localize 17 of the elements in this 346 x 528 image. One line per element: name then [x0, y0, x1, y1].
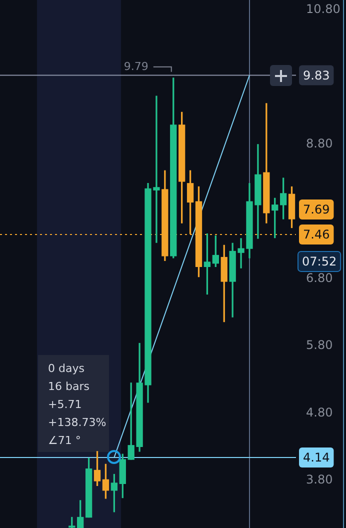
annotation: 0 days — [48, 362, 85, 375]
y-tick-label: 5.80 — [306, 338, 333, 352]
text: 7.69 — [303, 202, 330, 217]
ref-line-label: 4.14 — [303, 450, 330, 465]
y-tick-label: 8.80 — [306, 136, 333, 151]
annotation: +138.73% — [48, 416, 106, 429]
annotation: 16 bars — [48, 380, 90, 393]
ref-line-label: 7.46 — [303, 228, 330, 242]
ref-line-label: 9.83 — [303, 68, 330, 82]
annotation: +5.71 — [48, 398, 82, 411]
y-tick-label: 10.80 — [306, 2, 340, 16]
text: 07:52 — [302, 254, 337, 269]
y-tick-label: 3.80 — [306, 472, 333, 486]
annotation: 9.79 — [124, 60, 148, 73]
annotation: ∠71 ° — [48, 434, 81, 447]
y-tick-label: 4.80 — [306, 405, 333, 420]
y-tick-label: 6.80 — [306, 270, 333, 285]
